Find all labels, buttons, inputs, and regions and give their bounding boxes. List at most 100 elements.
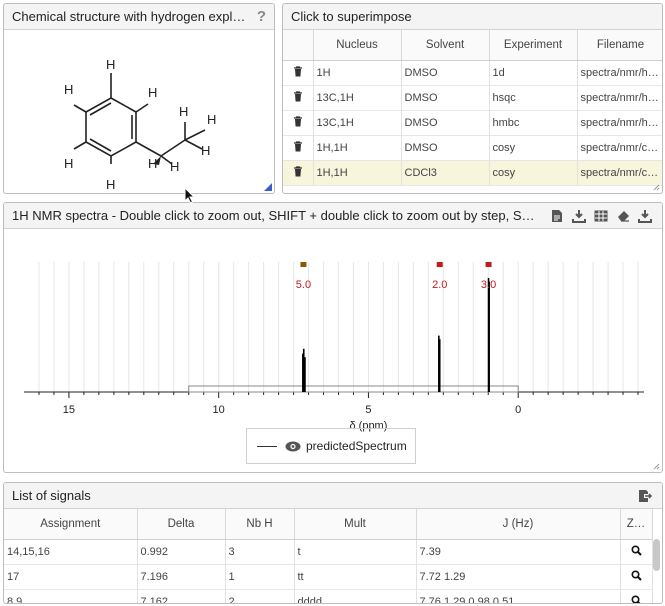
download-data-icon[interactable]: [636, 207, 654, 225]
delta-cell[interactable]: 7.196: [137, 564, 226, 590]
assignment-cell[interactable]: 14,15,16: [4, 539, 138, 565]
atom-label-h: H: [106, 177, 115, 192]
atom-label-h: H: [207, 112, 216, 127]
atom-label-h: H: [179, 104, 188, 119]
spectrum-row[interactable]: 13C,1H DMSO hmbc spectra/nmr/h…: [283, 110, 662, 136]
resize-handle-icon[interactable]: [652, 462, 660, 470]
experiment-cell: hmbc: [489, 110, 578, 136]
legend-line-swatch: [257, 445, 277, 447]
mult-cell[interactable]: tt: [294, 564, 417, 590]
solvent-cell: DMSO: [401, 135, 490, 161]
zoom-icon[interactable]: [630, 545, 642, 556]
zoom-cell[interactable]: [620, 589, 653, 604]
column-header-nucleus[interactable]: Nucleus: [313, 30, 402, 61]
signals-scrollbar[interactable]: [653, 539, 660, 571]
spectrum-panel-title: 1H NMR spectra - Double click to zoom ou…: [12, 208, 535, 223]
signal-row[interactable]: 14,15,16 0.992 3 t 7.39: [4, 539, 653, 565]
column-header-filename[interactable]: Filename: [577, 30, 662, 61]
table-icon[interactable]: [592, 207, 610, 225]
spectrum-row[interactable]: 1H DMSO 1d spectra/nmr/h…: [283, 60, 662, 86]
zoom-icon[interactable]: [631, 595, 642, 604]
spectrum-row[interactable]: 1H,1H CDCl3 cosy spectra/nmr/c…: [283, 160, 662, 186]
filename-cell: spectra/nmr/h…: [577, 60, 662, 86]
column-header-mult[interactable]: Mult: [294, 509, 417, 540]
atom-label-h: H: [148, 85, 157, 100]
zoom-cell[interactable]: [620, 539, 653, 565]
integral-label: 5.0: [296, 279, 311, 291]
nmr-spectrum-chart[interactable]: 15 10 5 0 δ (ppm) 5.0 2.0 3.0: [4, 230, 662, 473]
solvent-cell: DMSO: [401, 110, 490, 136]
spectrum-panel: 1H NMR spectra - Double click to zoom ou…: [3, 202, 663, 473]
eraser-icon[interactable]: [614, 207, 632, 225]
column-header-solvent[interactable]: Solvent: [401, 30, 490, 61]
trash-icon[interactable]: [293, 66, 303, 77]
signal-row[interactable]: 17 7.196 1 tt 7.72 1.29: [4, 564, 653, 590]
atom-label-h: H: [64, 156, 73, 171]
structure-panel-title: Chemical structure with hydrogen expl…: [12, 9, 246, 24]
atom-label-h: H: [201, 143, 210, 158]
nucleus-cell: 1H: [313, 60, 402, 86]
nbh-cell[interactable]: 2: [225, 589, 295, 603]
column-header-delta[interactable]: Delta: [137, 509, 226, 540]
solvent-cell: DMSO: [401, 85, 490, 111]
solvent-cell: CDCl3: [401, 160, 490, 186]
delete-cell[interactable]: [283, 135, 314, 161]
export-signals-icon[interactable]: [636, 487, 654, 505]
delete-cell[interactable]: [283, 160, 314, 186]
zoom-icon[interactable]: [630, 570, 642, 581]
column-header-assignment[interactable]: Assignment: [4, 509, 138, 540]
zoom-cell[interactable]: [620, 564, 653, 590]
nbh-cell[interactable]: 1: [225, 564, 295, 590]
spectrum-panel-header: 1H NMR spectra - Double click to zoom ou…: [4, 203, 662, 229]
spectrum-row[interactable]: 13C,1H DMSO hsqc spectra/nmr/h…: [283, 85, 662, 111]
nucleus-cell: 13C,1H: [313, 85, 402, 111]
help-icon[interactable]: ?: [256, 8, 266, 25]
x-tick-label: 5: [365, 404, 371, 416]
resize-handle-icon[interactable]: [652, 183, 660, 191]
resize-handle-icon[interactable]: [264, 183, 272, 191]
trash-icon[interactable]: [293, 141, 303, 152]
delete-cell[interactable]: [283, 60, 314, 86]
range-marker: [436, 262, 443, 267]
j-cell[interactable]: 7.76 1.29 0.98 0.51: [416, 589, 621, 603]
delete-cell[interactable]: [283, 110, 314, 136]
column-header-zoom[interactable]: Z…: [620, 509, 653, 540]
signal-row[interactable]: 8,9 7.162 2 dddd 7.76 1.29 0.98 0.51: [4, 589, 653, 604]
j-cell[interactable]: 7.39: [416, 539, 621, 565]
delta-cell[interactable]: 0.992: [137, 539, 226, 565]
atom-label-h: H: [148, 156, 157, 171]
mult-cell[interactable]: dddd: [294, 589, 417, 603]
delta-cell[interactable]: 7.162: [137, 589, 226, 603]
nbh-cell[interactable]: 3: [225, 539, 295, 565]
molecule-structure[interactable]: H H H H H H H H H H: [4, 31, 274, 193]
column-header-experiment[interactable]: Experiment: [489, 30, 578, 61]
column-header-j[interactable]: J (Hz): [416, 509, 621, 540]
signals-table: Assignment Delta Nb H Mult J (Hz) Z… 14,…: [4, 509, 653, 604]
trash-icon[interactable]: [293, 166, 303, 177]
signals-panel: List of signals Assignment Delta Nb H Mu…: [3, 482, 663, 604]
spectrum-row[interactable]: 1H,1H DMSO cosy spectra/nmr/c…: [283, 135, 662, 161]
range-marker: [300, 262, 307, 267]
mouse-cursor-icon: [184, 187, 196, 204]
signals-panel-title: List of signals: [12, 488, 91, 503]
assignment-cell[interactable]: 8,9: [4, 589, 138, 603]
export-file-icon[interactable]: [548, 207, 566, 225]
signals-panel-header: List of signals: [4, 483, 662, 509]
structure-panel: Chemical structure with hydrogen expl… ?…: [3, 3, 275, 194]
superimpose-panel-title: Click to superimpose: [291, 9, 412, 24]
download-icon[interactable]: [570, 207, 588, 225]
j-cell[interactable]: 7.72 1.29: [416, 564, 621, 590]
superimpose-panel-header: Click to superimpose: [283, 4, 662, 30]
trash-icon[interactable]: [293, 91, 303, 102]
experiment-cell: cosy: [489, 135, 578, 161]
chart-legend[interactable]: predictedSpectrum: [246, 428, 416, 464]
atom-label-h: H: [64, 82, 73, 97]
trash-icon[interactable]: [293, 116, 303, 127]
x-tick-label: 15: [63, 404, 75, 416]
nucleus-cell: 13C,1H: [313, 110, 402, 136]
column-header-nbh[interactable]: Nb H: [225, 509, 295, 540]
assignment-cell[interactable]: 17: [4, 564, 138, 590]
eye-icon[interactable]: [285, 441, 301, 452]
delete-cell[interactable]: [283, 85, 314, 111]
mult-cell[interactable]: t: [294, 539, 417, 565]
